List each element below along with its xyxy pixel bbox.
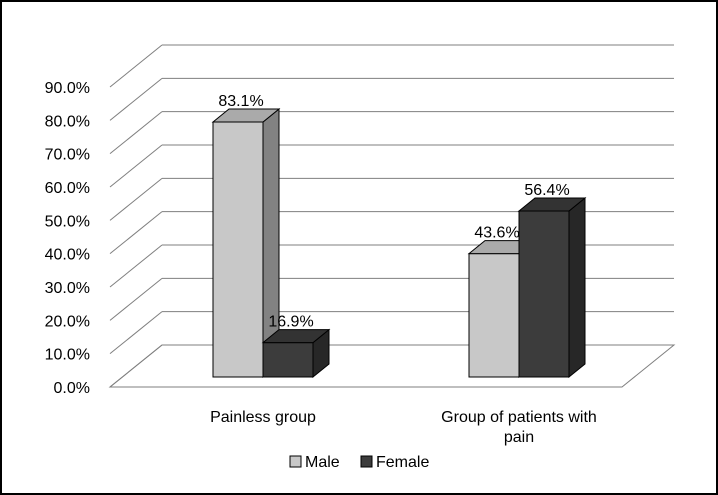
bar-top-face (517, 197, 587, 212)
bar-front-face (262, 342, 314, 378)
gridline-diagonal (109, 244, 163, 288)
y-axis-ticks: 0.0% 10.0% 20.0% 30.0% 40.0% 50.0% 60.0% 70.0% 8… (45, 80, 90, 397)
gridline-diagonal (109, 277, 163, 321)
gridline-diagonal (109, 77, 163, 121)
gridline-diagonal (109, 177, 163, 221)
x-tick-label: Group of patients with (441, 409, 597, 426)
y-tick-label: 40.0% (45, 247, 90, 264)
data-label: 56.4% (524, 182, 569, 199)
bar[interactable] (517, 196, 587, 379)
y-tick-label: 80.0% (45, 113, 90, 130)
legend-label: Female (376, 454, 429, 471)
chart-floor (108, 344, 676, 388)
y-tick-label: 90.0% (45, 80, 90, 97)
bars: 83.1% 16.9% 43.6% 56.4% (211, 93, 587, 379)
y-tick-label: 30.0% (45, 280, 90, 297)
y-tick-label: 10.0% (45, 347, 90, 364)
legend-item[interactable]: Male (289, 454, 340, 471)
gridlines (109, 44, 674, 388)
data-label: 16.9% (268, 314, 313, 331)
x-tick-label: pain (504, 429, 534, 446)
legend-label: Male (305, 454, 340, 471)
y-tick-label: 70.0% (45, 147, 90, 164)
data-label: 43.6% (474, 225, 519, 242)
bar-top-face (211, 108, 281, 123)
gridline-diagonal (109, 111, 163, 155)
y-tick-label: 0.0% (54, 380, 90, 397)
bar-front-face (518, 210, 570, 378)
gridline-diagonal (109, 44, 163, 88)
bar-top-face (261, 329, 331, 344)
legend: Male Female (289, 454, 429, 471)
bar-front-face (212, 121, 264, 378)
x-tick-label: Painless group (210, 409, 316, 426)
y-tick-label: 50.0% (45, 213, 90, 230)
bar-front-face (468, 253, 520, 378)
gridline-diagonal (109, 311, 163, 355)
bar[interactable] (261, 328, 331, 379)
bar-side-face (568, 196, 586, 379)
bar[interactable] (211, 107, 281, 379)
gridline-diagonal (109, 144, 163, 188)
legend-swatch (289, 455, 302, 468)
data-label: 83.1% (218, 93, 263, 110)
legend-item[interactable]: Female (360, 454, 429, 471)
gridline-diagonal (109, 211, 163, 255)
y-tick-label: 20.0% (45, 313, 90, 330)
y-tick-label: 60.0% (45, 180, 90, 197)
legend-swatch (360, 455, 373, 468)
x-axis-categories: Painless group Group of patients with pain (210, 409, 597, 446)
